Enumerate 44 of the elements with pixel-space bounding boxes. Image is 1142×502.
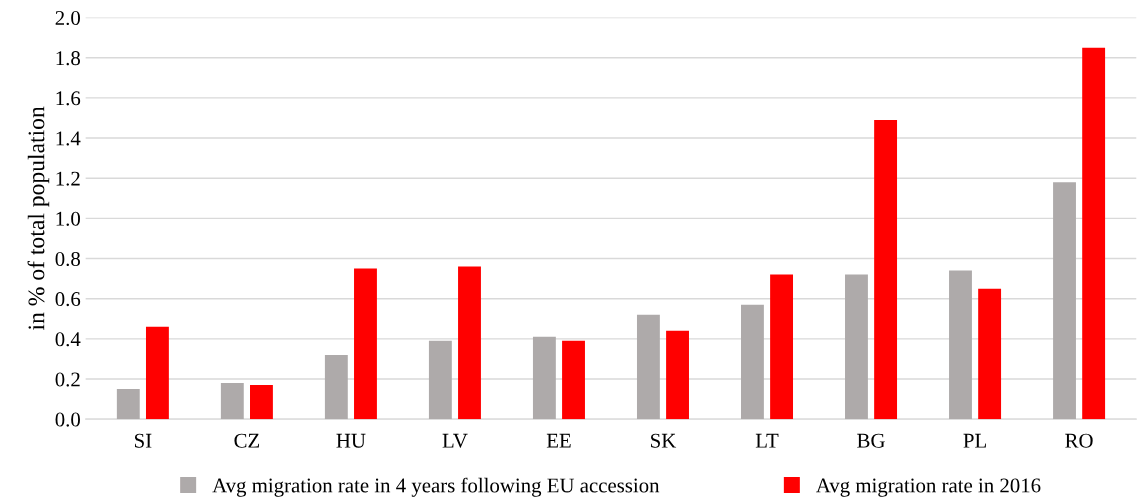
y-tick-label: 2.0 (55, 10, 80, 26)
x-tick-label: EE (546, 433, 571, 448)
y-axis-title: in % of total population (27, 106, 50, 331)
bar (666, 330, 689, 420)
bar (1082, 47, 1106, 420)
x-tick-label: RO (1065, 433, 1093, 448)
bar (741, 304, 764, 420)
x-tick-label: LV (442, 433, 468, 448)
y-tick-label: 1.0 (56, 211, 80, 226)
bar (116, 389, 140, 420)
y-tick-label: 0.8 (55, 251, 80, 267)
bar (770, 274, 794, 420)
y-tick-label: 0.6 (55, 292, 81, 307)
bar (458, 266, 481, 420)
x-tick-label: LT (755, 433, 779, 448)
x-tick-label: BG (857, 433, 885, 448)
bar (428, 340, 452, 420)
bar (562, 340, 585, 420)
x-tick-label: SI (135, 433, 152, 448)
bar (532, 336, 556, 420)
x-tick-label: SK (651, 433, 677, 448)
x-tick-label: PL (963, 433, 986, 448)
bar (949, 270, 972, 420)
x-tick-label: CZ (234, 433, 260, 448)
bar (324, 354, 348, 420)
bar (845, 274, 868, 420)
bar (145, 326, 169, 420)
legend-label: Avg migration rate in 4 years following EU accession (212, 477, 660, 497)
bar (354, 268, 377, 420)
x-tick-label: HU (336, 433, 366, 448)
bar (220, 383, 244, 420)
bar (636, 314, 660, 420)
y-tick-label: 1.6 (56, 91, 81, 106)
y-tick-label: 0.0 (55, 412, 80, 427)
y-tick-label: 0.4 (55, 332, 81, 347)
y-tick-label: 1.2 (56, 171, 80, 186)
y-tick-label: 1.4 (56, 131, 81, 146)
bar (874, 119, 898, 420)
y-tick-label: 0.2 (55, 372, 80, 387)
bar (1053, 182, 1076, 420)
bar (250, 385, 273, 420)
legend-label: Avg migration rate in 2016 (816, 478, 1041, 497)
y-tick-label: 1.8 (56, 51, 80, 66)
bar (978, 288, 1002, 420)
